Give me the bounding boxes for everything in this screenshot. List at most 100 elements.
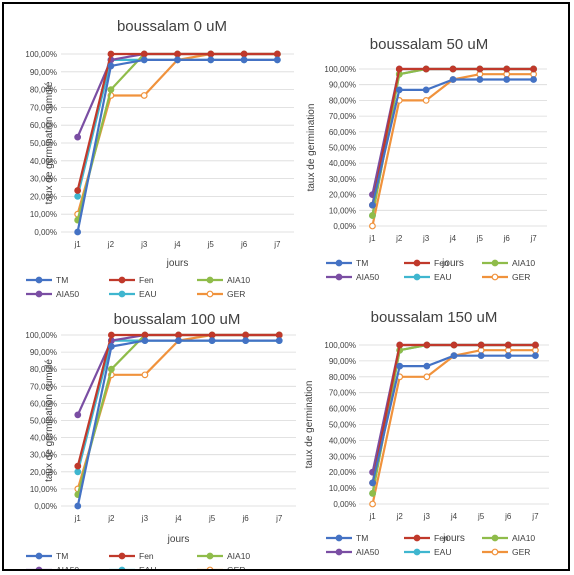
legend-label: AIA50: [56, 565, 79, 569]
y-tick-label: 60,00%: [30, 399, 57, 408]
legend-label: TM: [56, 551, 68, 561]
series-line-tm: [371, 354, 536, 484]
data-point-fen: [242, 331, 250, 339]
legend-marker-tm: [335, 259, 343, 267]
legend-marker-eau: [118, 290, 126, 298]
y-tick-label: 50,00%: [329, 421, 356, 430]
legend-marker-ger: [206, 290, 214, 298]
data-point-ger: [369, 500, 376, 508]
legend-marker-ger: [491, 273, 499, 281]
data-point-eau: [74, 468, 82, 476]
series-line-tm: [76, 58, 278, 233]
data-point-fen: [175, 331, 182, 339]
data-point-aia10: [107, 365, 115, 373]
data-point-aia50: [74, 133, 82, 141]
data-point-tm: [107, 62, 115, 70]
y-tick-label: 50,00%: [30, 139, 57, 148]
data-point-ger: [140, 92, 148, 99]
y-tick-label: 80,00%: [30, 86, 57, 95]
legend-label: AIA10: [227, 551, 250, 561]
y-tick-label: 40,00%: [30, 434, 57, 443]
y-tick-label: 60,00%: [30, 121, 57, 130]
legend-label: TM: [356, 258, 368, 268]
legend-marker-tm: [35, 276, 43, 284]
legend-marker-tm: [35, 552, 43, 560]
legend-label: AIA10: [227, 275, 250, 285]
legend: TM Fen AIA10 AIA50 EAU GER: [26, 551, 250, 575]
legend-label: AIA50: [356, 272, 379, 282]
data-point-aia10: [107, 86, 115, 93]
data-point-tm: [395, 86, 403, 94]
x-tick-label: j2: [396, 512, 404, 521]
y-tick-label: 40,00%: [329, 159, 356, 168]
y-tick-label: 90,00%: [30, 68, 57, 77]
data-point-aia10: [369, 212, 376, 219]
x-tick-label: j6: [504, 512, 512, 521]
series-line-tm: [76, 339, 280, 507]
chart-title: boussalam 100 uM: [114, 311, 241, 328]
data-point-tm: [107, 343, 115, 350]
legend-marker-aia50: [335, 273, 343, 281]
data-point-fen: [74, 462, 82, 470]
chart-title: boussalam 150 uM: [371, 309, 498, 326]
data-point-tm: [208, 337, 216, 345]
y-axis-title: taux de germination: [306, 104, 317, 192]
data-point-fen: [504, 341, 512, 349]
x-axis-title: jours: [442, 533, 465, 544]
y-tick-label: 10,00%: [329, 206, 356, 215]
x-tick-label: j3: [422, 234, 430, 243]
chart-panel-3: boussalam 150 uM 0,00% 10,00% 20,00% 30,00% 4…: [304, 309, 549, 557]
data-point-fen: [450, 341, 458, 349]
legend-marker-eau: [413, 273, 421, 281]
legend-marker-eau: [118, 566, 126, 574]
x-tick-label: j2: [107, 240, 115, 249]
x-tick-label: j1: [74, 514, 82, 523]
legend-marker-tm: [335, 534, 343, 542]
legend-marker-aia10: [206, 552, 214, 560]
y-tick-label: 70,00%: [329, 112, 356, 121]
data-point-tm: [74, 502, 82, 510]
data-point-tm: [240, 56, 248, 64]
data-point-fen: [449, 65, 457, 73]
data-point-eau: [74, 192, 82, 200]
chart-figure: boussalam 0 uM 0,00% 10,00% 20,00% 30,00% 40,…: [25, 18, 549, 575]
legend: TM Fen AIA10 AIA50 EAU GER: [326, 258, 535, 282]
chart-panel-1: boussalam 50 uM 0,00% 10,00% 20,00% 30,00% 40…: [306, 36, 547, 282]
x-tick-label: j6: [240, 240, 248, 249]
y-tick-label: 60,00%: [329, 405, 356, 414]
data-point-fen: [422, 65, 430, 73]
y-tick-label: 80,00%: [329, 373, 356, 382]
y-tick-label: 10,00%: [30, 210, 57, 219]
y-tick-label: 30,00%: [30, 451, 57, 460]
data-point-tm: [369, 201, 376, 209]
data-point-fen: [174, 50, 181, 58]
x-tick-label: j2: [395, 234, 403, 243]
data-point-fen: [532, 341, 539, 349]
y-tick-label: 90,00%: [329, 357, 356, 366]
y-tick-label: 30,00%: [30, 175, 57, 184]
legend-label: AIA10: [512, 258, 535, 268]
data-point-aia50: [74, 411, 82, 419]
x-tick-label: j5: [477, 512, 485, 521]
x-tick-label: j5: [207, 240, 215, 249]
x-tick-label: j4: [450, 512, 458, 521]
x-tick-label: j1: [368, 234, 376, 243]
y-tick-label: 30,00%: [329, 175, 356, 184]
data-point-tm: [530, 76, 537, 83]
data-point-tm: [422, 86, 430, 94]
y-tick-label: 0,00%: [34, 228, 57, 237]
data-point-ger: [141, 371, 149, 379]
legend-label: Fen: [139, 275, 154, 285]
legend-marker-aia10: [491, 534, 499, 542]
x-tick-label: j4: [173, 240, 181, 249]
legend-label: GER: [227, 289, 245, 299]
data-point-fen: [207, 50, 215, 58]
legend-label: GER: [227, 565, 245, 569]
y-tick-label: 70,00%: [30, 103, 57, 112]
data-point-tm: [532, 352, 539, 360]
y-tick-label: 80,00%: [329, 96, 356, 105]
y-tick-label: 20,00%: [30, 192, 57, 201]
data-point-aia10: [369, 489, 376, 497]
data-point-tm: [207, 56, 215, 64]
legend-label: GER: [512, 547, 530, 557]
